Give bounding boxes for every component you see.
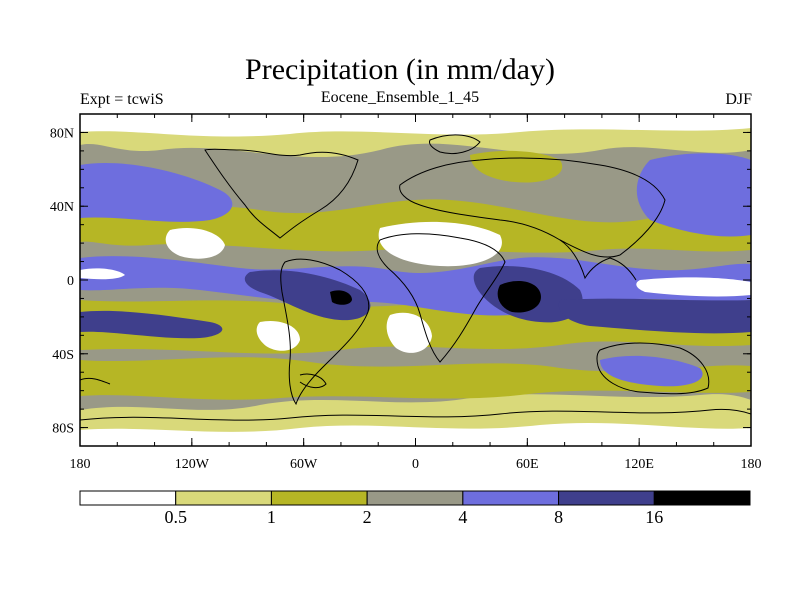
axis-ticks: 180 120W 60W 0 60E 120E 180 80N 40N 0 40S 80S: [50, 113, 762, 472]
lon-tick-label: 120E: [624, 457, 654, 472]
coastlines: [80, 134, 751, 421]
lat-tick-label: 80S: [52, 422, 74, 437]
colorbar-swatch: [79, 490, 177, 506]
colorbar-label: 2: [363, 507, 372, 527]
colorbar-label: 0.5: [164, 507, 187, 527]
colorbar-swatch: [558, 490, 655, 506]
lon-tick-label: 180: [70, 457, 91, 472]
colorbar-swatch: [175, 490, 272, 506]
colorbar-swatch: [462, 490, 560, 506]
colorbar-label: 4: [458, 507, 467, 527]
lat-tick-label: 0: [67, 274, 74, 289]
lat-tick-label: 40S: [52, 348, 74, 363]
experiment-label: Expt = tcwiS: [80, 91, 164, 108]
colorbar-label: 8: [554, 507, 563, 527]
precipitation-field: [80, 114, 751, 446]
ensemble-label: Eocene_Ensemble_1_45: [320, 89, 480, 106]
season-label: DJF: [725, 91, 752, 108]
colorbar-swatch: [653, 490, 751, 506]
lon-tick-label: 60E: [516, 457, 539, 472]
lon-tick-label: 120W: [175, 457, 210, 472]
colorbar: 0.5 1 2 4 8 16: [79, 490, 751, 527]
lon-tick-label: 180: [741, 457, 762, 472]
lat-tick-label: 40N: [50, 200, 74, 215]
lon-tick-label: 0: [412, 457, 419, 472]
colorbar-swatch: [366, 490, 464, 506]
lat-tick-label: 80N: [50, 126, 74, 141]
colorbar-swatch: [270, 490, 368, 506]
lon-tick-label: 60W: [290, 457, 318, 472]
plot-title: Precipitation (in mm/day): [245, 53, 555, 86]
colorbar-label: 1: [267, 507, 276, 527]
colorbar-label: 16: [645, 507, 663, 527]
